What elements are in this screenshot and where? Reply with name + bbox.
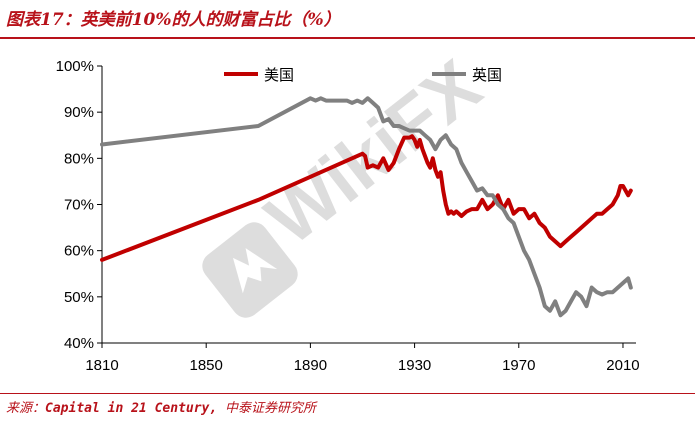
watermark-logo-icon <box>202 222 298 318</box>
source-note: 来源：Capital in 21 Century, 中泰证券研究所 <box>6 397 316 416</box>
y-tick-label: 80% <box>64 150 94 167</box>
axes: 40% 50% 60% 70% 80% 90% 100% 1810 1850 1890 1930 19… <box>56 58 640 374</box>
wikifx-watermark: WikiFX <box>202 44 496 318</box>
x-tick-label: 1930 <box>398 357 431 374</box>
series-layer <box>100 96 633 318</box>
source-label: 来源： <box>6 401 46 416</box>
x-tick-label: 1890 <box>294 357 327 374</box>
page-title: 图表17：英美前10%的人的财富占比（%） <box>6 10 341 30</box>
y-tick-label: 50% <box>64 289 94 306</box>
legend-label-uk: 英国 <box>472 66 502 84</box>
x-tick-label: 2010 <box>606 357 639 374</box>
source-cn: 中泰证券研究所 <box>217 401 317 416</box>
y-tick-label: 60% <box>64 243 94 260</box>
series-line-uk <box>100 96 633 318</box>
y-tick-label: 100% <box>56 58 94 75</box>
legend-label-us: 美国 <box>264 66 294 84</box>
y-tick-label: 40% <box>64 335 94 352</box>
source-en: Capital in 21 Century, <box>45 401 218 416</box>
x-tick-label: 1810 <box>85 357 118 374</box>
source-rule <box>0 393 695 394</box>
legend: 美国 英国 <box>224 66 502 84</box>
y-tick-label: 70% <box>64 197 94 214</box>
series-line-us <box>100 134 633 262</box>
y-tick-label: 90% <box>64 104 94 121</box>
x-tick-label: 1970 <box>502 357 535 374</box>
x-tick-label: 1850 <box>190 357 223 374</box>
title-rule <box>0 37 695 39</box>
